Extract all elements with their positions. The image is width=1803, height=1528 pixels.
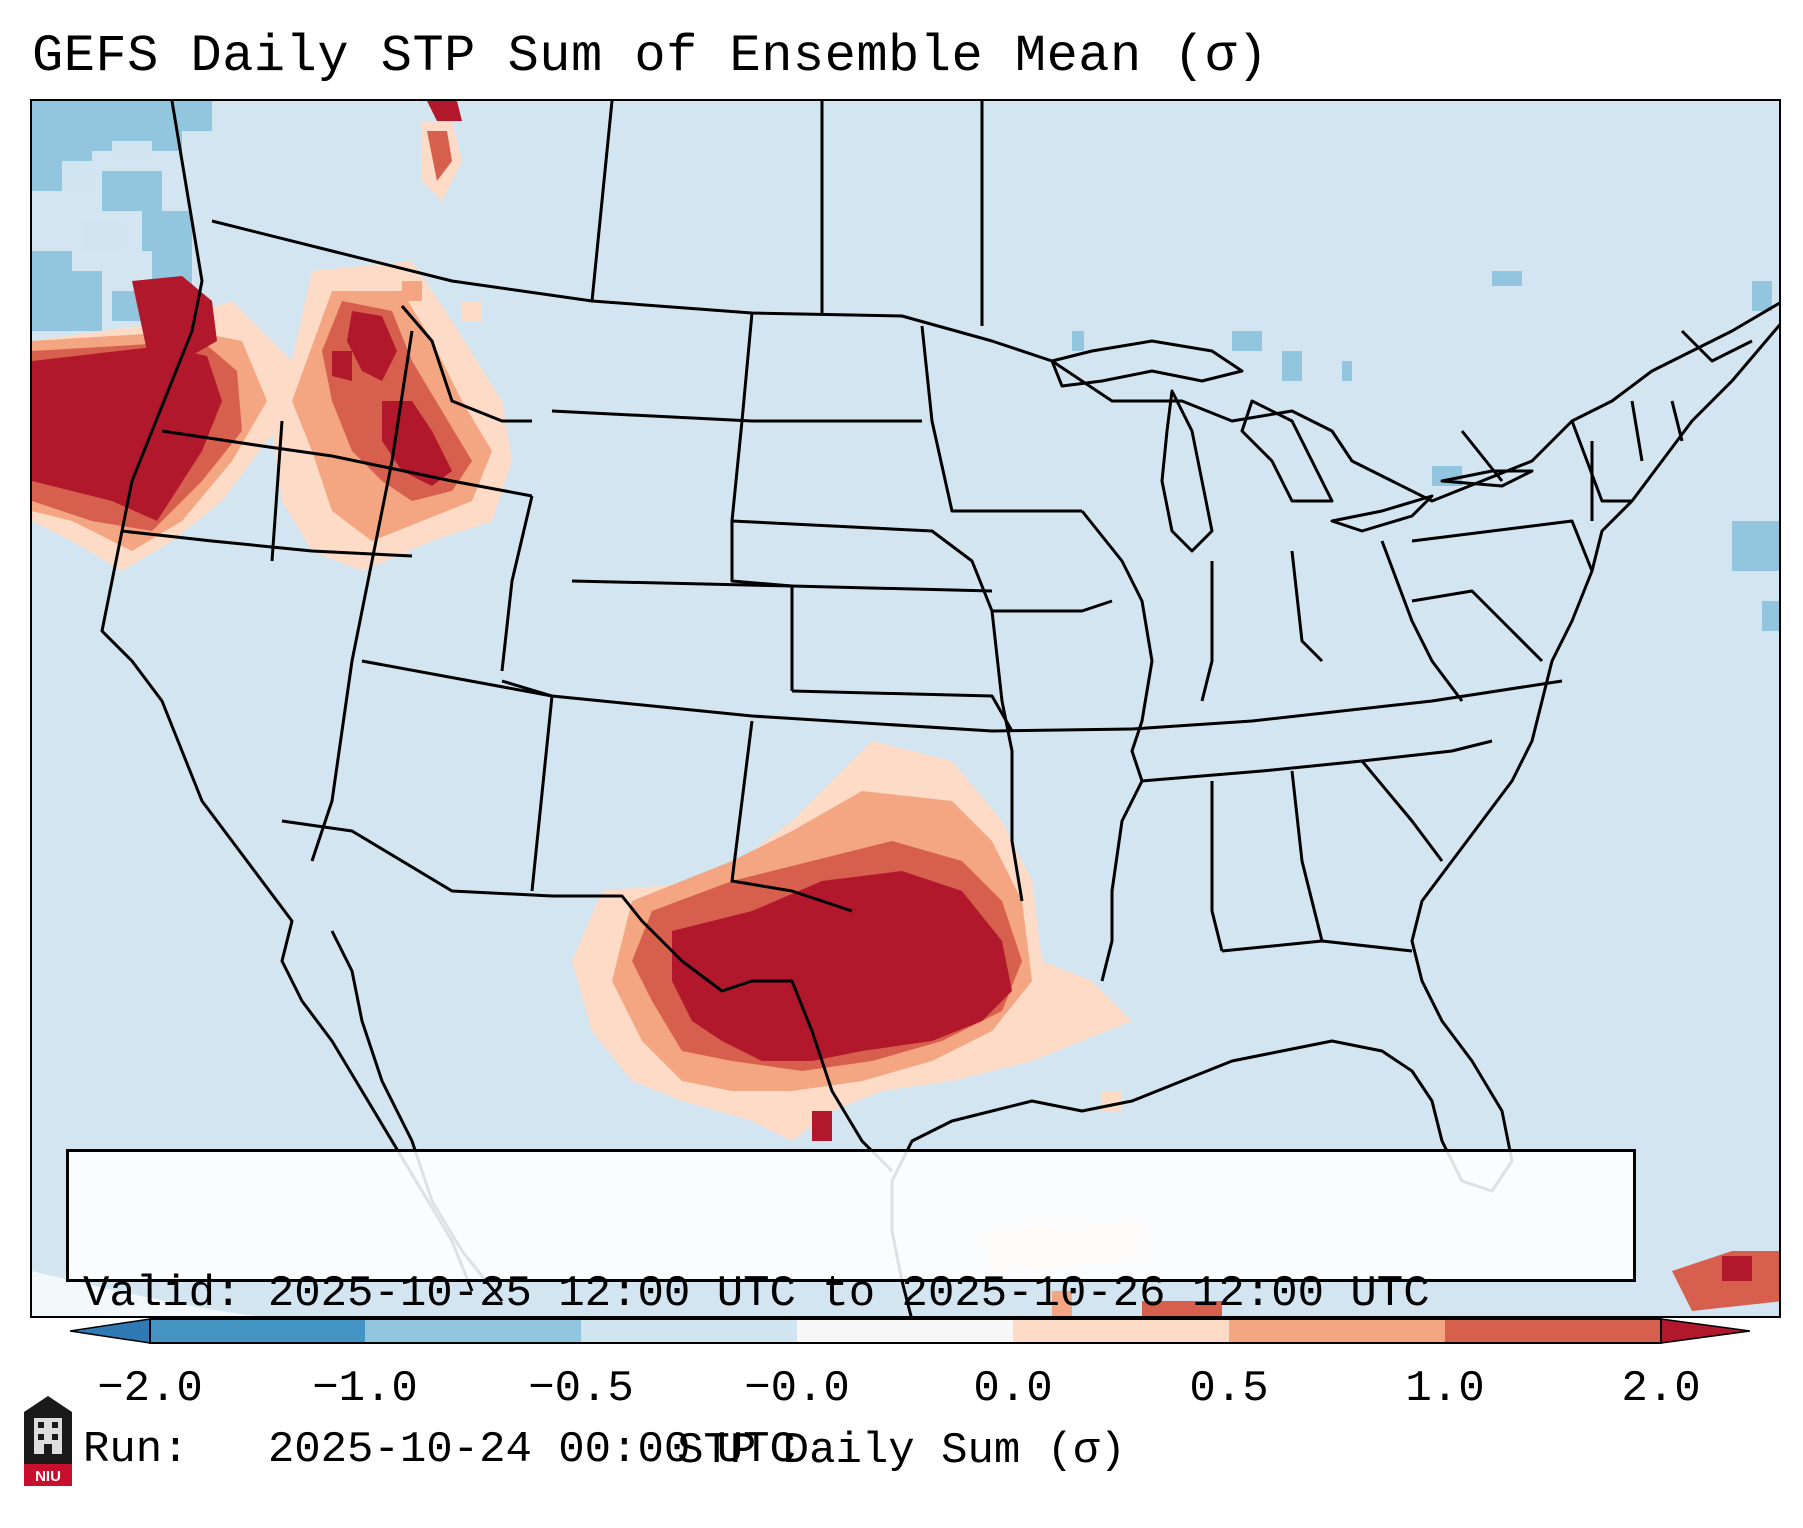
southern-plains-anomaly <box>572 741 1779 1316</box>
colorbar-bin-2 <box>365 1319 581 1343</box>
colorbar-label: STP Daily Sum (σ) <box>677 1426 1126 1476</box>
colorbar <box>70 1318 1750 1344</box>
off-domain-area <box>32 1271 257 1316</box>
lake-huron <box>1240 399 1334 503</box>
map-canvas <box>32 101 1779 1316</box>
logo-text: NIU <box>35 1468 61 1485</box>
lake-superior <box>1050 339 1244 388</box>
lake-erie <box>1330 494 1434 533</box>
colorbar-tick-label: 0.0 <box>973 1364 1053 1414</box>
colorbar-tick-label: 2.0 <box>1621 1364 1701 1414</box>
colorbar-bin-3 <box>581 1319 797 1343</box>
colorbar-bin-5 <box>1013 1319 1229 1343</box>
chart-title: GEFS Daily STP Sum of Ensemble Mean (σ) <box>32 27 1269 86</box>
boundaries <box>100 101 1779 1316</box>
colorbar-bin-6 <box>1229 1319 1445 1343</box>
niu-logo: NIU <box>24 1396 72 1486</box>
colorbar-tick-label: 0.5 <box>1189 1364 1269 1414</box>
pnw-anomaly <box>32 101 512 571</box>
colorbar-bin-1 <box>150 1319 365 1343</box>
us-mexico-border <box>281 819 894 1173</box>
map-panel <box>30 99 1781 1318</box>
colorbar-tick-label: −1.0 <box>312 1364 418 1414</box>
colorbar-tick-label: −0.0 <box>744 1364 850 1414</box>
us-canada-border <box>211 219 1779 503</box>
run-time-text: Run: 2025-10-24 00:00 UTC <box>83 1425 796 1475</box>
lake-michigan <box>1160 389 1214 553</box>
colorbar-under-extension <box>70 1318 151 1344</box>
colorbar-bin-4 <box>797 1319 1013 1343</box>
valid-run-infobox: Valid: 2025-10-25 12:00 UTC to 2025-10-2… <box>66 1149 1636 1475</box>
lake-ontario <box>1440 469 1534 488</box>
colorbar-over-extension <box>1660 1318 1750 1344</box>
valid-time-text: Valid: 2025-10-25 12:00 UTC to 2025-10-2… <box>83 1269 1430 1319</box>
colorbar-tick-label: −2.0 <box>97 1364 203 1414</box>
west-coastline <box>100 101 474 1292</box>
colorbar-tick-label: 1.0 <box>1405 1364 1485 1414</box>
colorbar-bin-7 <box>1445 1319 1661 1343</box>
light-blue-patches <box>62 141 152 251</box>
colorbar-tick-label: −0.5 <box>528 1364 634 1414</box>
